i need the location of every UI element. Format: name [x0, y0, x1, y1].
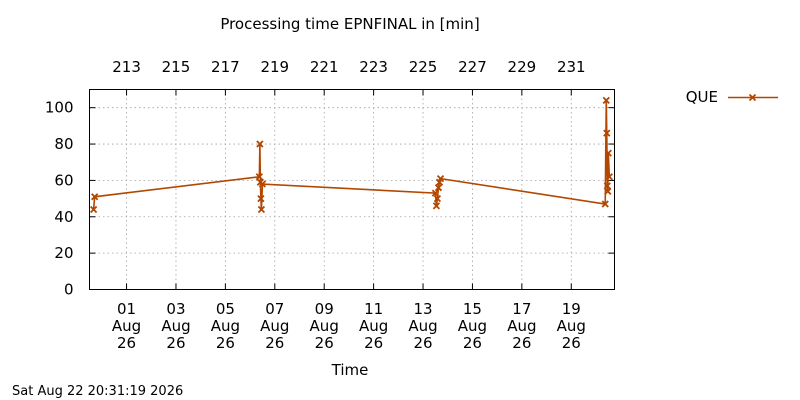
- series-line: [92, 100, 611, 210]
- x-top-tick-label: 229: [508, 58, 537, 76]
- data-point: [604, 149, 612, 157]
- data-point: [255, 173, 263, 181]
- y-tick-label: 40: [54, 208, 73, 226]
- data-point: [258, 180, 267, 188]
- data-point: [604, 187, 612, 195]
- y-tick-label: 60: [54, 171, 73, 189]
- legend: QUE: [686, 88, 778, 106]
- y-tick-label: 20: [54, 244, 73, 262]
- legend-label-que: QUE: [686, 88, 718, 106]
- x-top-tick-label: 225: [409, 58, 438, 76]
- x-top-tick-label: 231: [557, 58, 586, 76]
- x-top-tick-label: 217: [211, 58, 240, 76]
- x-top-tick-label: 219: [260, 58, 289, 76]
- data-point: [257, 194, 265, 203]
- x-axis-label: Time: [331, 361, 369, 379]
- data-point: [91, 193, 99, 201]
- x-tick-label: 13 Aug 26: [408, 300, 437, 352]
- plot-frame: [89, 89, 615, 290]
- grid: [89, 89, 615, 290]
- data-point: [256, 140, 264, 148]
- x-top-tick-label: 223: [359, 58, 388, 76]
- series-que: [89, 96, 613, 214]
- data-point: [436, 174, 445, 183]
- data-point: [434, 184, 443, 192]
- x-top-tick-label: 227: [458, 58, 487, 76]
- x-top-tick-label: 213: [112, 58, 141, 76]
- data-point: [433, 194, 442, 203]
- x-tick-label: 19 Aug 26: [557, 300, 586, 352]
- x-tick-label: 07 Aug 26: [260, 300, 289, 352]
- x-tick-label: 09 Aug 26: [310, 300, 339, 352]
- x-tick-label: 01 Aug 26: [112, 300, 141, 352]
- data-point: [431, 189, 440, 197]
- data-point: [601, 200, 609, 208]
- y-tick-label: 80: [54, 135, 73, 153]
- footer-timestamp: Sat Aug 22 20:31:19 2026: [12, 384, 183, 399]
- x-tick-label: 17 Aug 26: [507, 300, 536, 352]
- y-tick-label: 100: [45, 99, 74, 117]
- data-point: [605, 173, 613, 181]
- x-tick-label: 15 Aug 26: [458, 300, 487, 352]
- data-point: [257, 205, 266, 214]
- legend-marker-que: [748, 93, 757, 102]
- chart-title: Processing time EPNFINAL in [min]: [220, 15, 479, 33]
- x-top-tick-label: 221: [310, 58, 339, 76]
- x-tick-label: 05 Aug 26: [211, 300, 240, 352]
- axis-ticks: 0 20 40 60 80 100 01 Aug 26 03 Aug 26 05 Aug 26 07 Aug 26…: [45, 58, 615, 352]
- data-point: [89, 205, 98, 214]
- x-tick-label: 03 Aug 26: [161, 300, 190, 352]
- x-top-tick-label: 215: [162, 58, 191, 76]
- data-point: [432, 202, 441, 210]
- x-tick-label: 11 Aug 26: [359, 300, 388, 352]
- y-tick-label: 0: [64, 281, 74, 299]
- data-point: [603, 129, 611, 137]
- data-point: [602, 96, 610, 105]
